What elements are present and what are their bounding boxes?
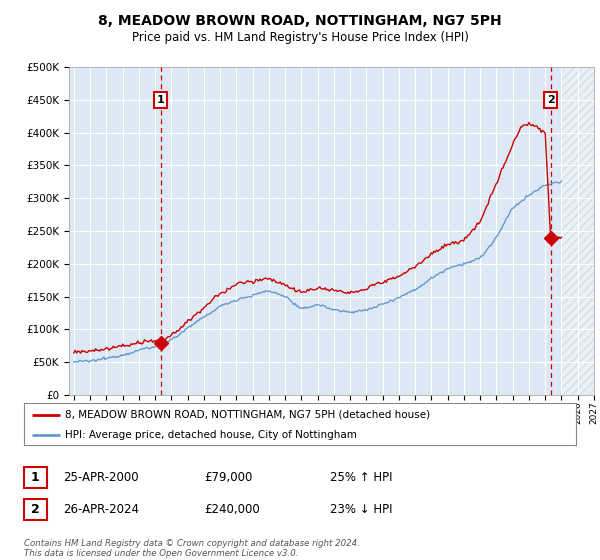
Text: 23% ↓ HPI: 23% ↓ HPI <box>330 503 392 516</box>
Text: £79,000: £79,000 <box>204 471 253 484</box>
Text: Contains HM Land Registry data © Crown copyright and database right 2024.
This d: Contains HM Land Registry data © Crown c… <box>24 539 360 558</box>
Text: £240,000: £240,000 <box>204 503 260 516</box>
Text: 25% ↑ HPI: 25% ↑ HPI <box>330 471 392 484</box>
Text: 8, MEADOW BROWN ROAD, NOTTINGHAM, NG7 5PH (detached house): 8, MEADOW BROWN ROAD, NOTTINGHAM, NG7 5P… <box>65 410 431 420</box>
Text: Price paid vs. HM Land Registry's House Price Index (HPI): Price paid vs. HM Land Registry's House … <box>131 31 469 44</box>
Text: 1: 1 <box>157 95 164 105</box>
Text: HPI: Average price, detached house, City of Nottingham: HPI: Average price, detached house, City… <box>65 430 357 440</box>
Text: 2: 2 <box>31 503 40 516</box>
Text: 2: 2 <box>547 95 554 105</box>
Text: 8, MEADOW BROWN ROAD, NOTTINGHAM, NG7 5PH: 8, MEADOW BROWN ROAD, NOTTINGHAM, NG7 5P… <box>98 14 502 28</box>
Bar <box>562 67 600 395</box>
Text: 25-APR-2000: 25-APR-2000 <box>63 471 139 484</box>
Text: 26-APR-2024: 26-APR-2024 <box>63 503 139 516</box>
Text: 1: 1 <box>31 471 40 484</box>
